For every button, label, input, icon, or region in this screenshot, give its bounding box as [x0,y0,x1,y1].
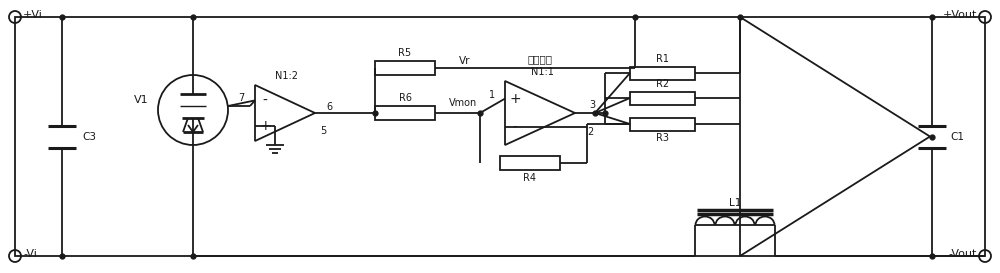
Text: N1:2: N1:2 [276,71,298,81]
Bar [630,67,695,79]
Text: Vmon: Vmon [449,98,477,108]
Bar [500,156,560,170]
Text: -: - [263,93,267,107]
Bar [630,117,695,130]
Text: 6: 6 [326,102,332,112]
Text: C1: C1 [950,132,964,141]
Text: R6: R6 [398,93,412,103]
Text: 2: 2 [587,127,593,137]
Text: +: + [259,118,271,133]
Text: 1: 1 [489,90,495,100]
Text: -: - [513,120,517,134]
Text: +Vout: +Vout [943,10,977,20]
Text: -Vout: -Vout [949,249,977,259]
Text: 3: 3 [589,100,595,110]
Text: C3: C3 [82,132,96,141]
Text: +: + [509,92,521,106]
Text: L1: L1 [729,198,741,208]
Text: R3: R3 [656,133,669,143]
Text: R1: R1 [656,54,669,64]
Text: -Vi: -Vi [23,249,37,259]
Text: R5: R5 [398,48,412,58]
Text: R2: R2 [656,79,669,89]
Text: +Vi: +Vi [23,10,43,20]
Bar [630,91,695,105]
Text: 7: 7 [238,93,244,103]
Bar [15,17,985,256]
Text: R4: R4 [524,173,536,183]
Text: V1: V1 [134,95,148,105]
Text: Vr: Vr [459,56,471,66]
Bar [375,61,435,75]
Text: 5: 5 [320,126,326,136]
Text: 电压基准: 电压基准 [528,54,552,64]
Text: N1:1: N1:1 [531,67,553,77]
Bar [375,106,435,120]
